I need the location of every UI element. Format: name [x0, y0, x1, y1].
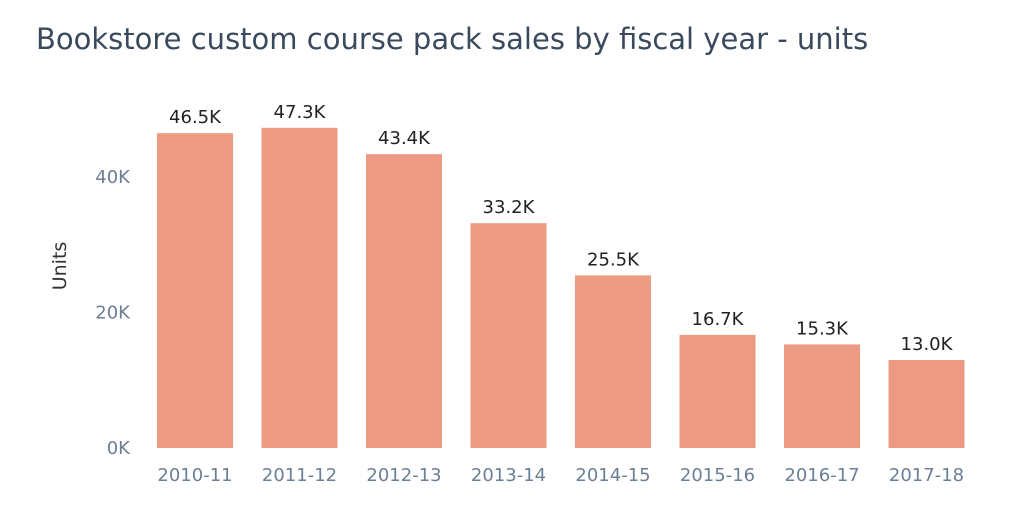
bar-2011-12 — [261, 127, 338, 449]
x-tick-2012-13: 2012-13 — [366, 465, 441, 486]
y-tick-0K: 0K — [107, 438, 131, 459]
bar-2012-13 — [366, 154, 442, 448]
data-label-2011-12: 47.3K — [274, 102, 327, 123]
chart-title: Bookstore custom course pack sales by fi… — [36, 22, 869, 56]
y-axis-label: Units — [49, 242, 71, 291]
bar-2015-16 — [679, 334, 756, 448]
y-axis-ticks: 0K 20K 40K — [95, 167, 131, 459]
data-label-2010-11: 46.5K — [169, 107, 222, 128]
x-tick-2014-15: 2014-15 — [575, 465, 650, 486]
y-tick-40K: 40K — [95, 167, 131, 188]
x-tick-2010-11: 2010-11 — [157, 465, 232, 486]
data-label-2014-15: 25.5K — [587, 249, 640, 270]
bar-2014-15 — [575, 275, 651, 448]
x-axis-ticks: 2010-11 2011-12 2012-13 2013-14 2014-15 2015-… — [157, 465, 964, 486]
bars-layer — [157, 127, 965, 449]
bar-2010-11 — [157, 133, 233, 448]
data-label-2012-13: 43.4K — [378, 128, 431, 149]
bar-2017-18 — [888, 360, 965, 448]
x-tick-2013-14: 2013-14 — [471, 465, 546, 486]
x-tick-2011-12: 2011-12 — [262, 465, 337, 486]
data-label-2016-17: 15.3K — [796, 318, 849, 339]
x-tick-2017-18: 2017-18 — [889, 465, 964, 486]
x-tick-2016-17: 2016-17 — [784, 465, 859, 486]
x-tick-2015-16: 2015-16 — [680, 465, 755, 486]
data-labels-layer: 46.5K 47.3K 43.4K 33.2K 25.5K 16.7K 15.3K 13.0K — [169, 102, 954, 355]
data-label-2015-16: 16.7K — [692, 309, 745, 330]
y-tick-20K: 20K — [95, 303, 131, 324]
bar-2013-14 — [470, 223, 547, 448]
data-label-2017-18: 13.0K — [901, 334, 954, 355]
data-label-2013-14: 33.2K — [483, 197, 536, 218]
bar-2016-17 — [784, 344, 860, 448]
